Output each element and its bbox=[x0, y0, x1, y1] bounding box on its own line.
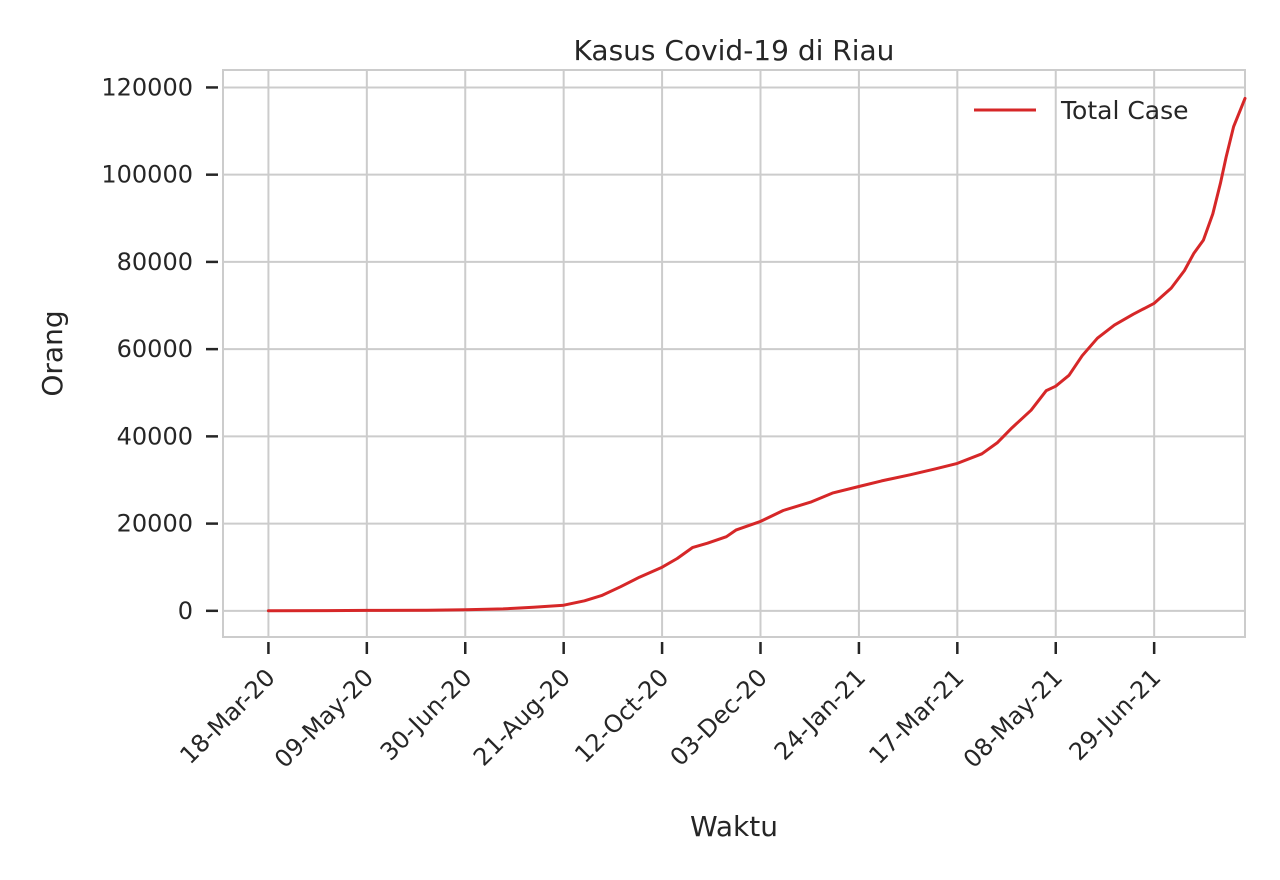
x-tick-label: 29-Jun-21 bbox=[1064, 663, 1167, 766]
plot-frame bbox=[222, 69, 1246, 638]
y-tick-label: 60000 bbox=[117, 335, 193, 363]
grid-lines bbox=[223, 70, 1245, 637]
y-tick-label: 100000 bbox=[101, 161, 193, 189]
y-tick-label: 0 bbox=[178, 597, 193, 625]
y-tick-label: 20000 bbox=[117, 510, 193, 538]
axis-ticks: 0 20000 40000 60000 80000 100000 120000 18-Mar-… bbox=[101, 73, 1166, 773]
chart-title: Kasus Covid-19 di Riau bbox=[574, 34, 895, 67]
y-tick-label: 40000 bbox=[117, 422, 193, 450]
x-tick-label: 12-Oct-20 bbox=[569, 663, 674, 768]
x-tick-label: 08-May-21 bbox=[958, 663, 1068, 773]
x-tick-label: 21-Aug-20 bbox=[468, 663, 576, 771]
x-tick-label: 09-May-20 bbox=[269, 663, 379, 773]
series-layer bbox=[266, 96, 1247, 613]
series-line-total-case bbox=[266, 96, 1247, 613]
x-tick-label: 30-Jun-20 bbox=[375, 663, 478, 766]
y-tick-label: 80000 bbox=[117, 248, 193, 276]
legend-label-total-case: Total Case bbox=[1060, 96, 1189, 125]
x-tick-label: 03-Dec-20 bbox=[665, 663, 773, 771]
legend: Total Case bbox=[974, 96, 1189, 125]
y-axis-label: Orang bbox=[36, 310, 69, 396]
x-axis-label: Waktu bbox=[690, 810, 778, 843]
x-tick-label: 17-Mar-21 bbox=[863, 663, 969, 769]
y-tick-label: 120000 bbox=[101, 73, 193, 101]
x-tick-label: 18-Mar-20 bbox=[174, 663, 280, 769]
x-tick-label: 24-Jan-21 bbox=[769, 663, 871, 765]
